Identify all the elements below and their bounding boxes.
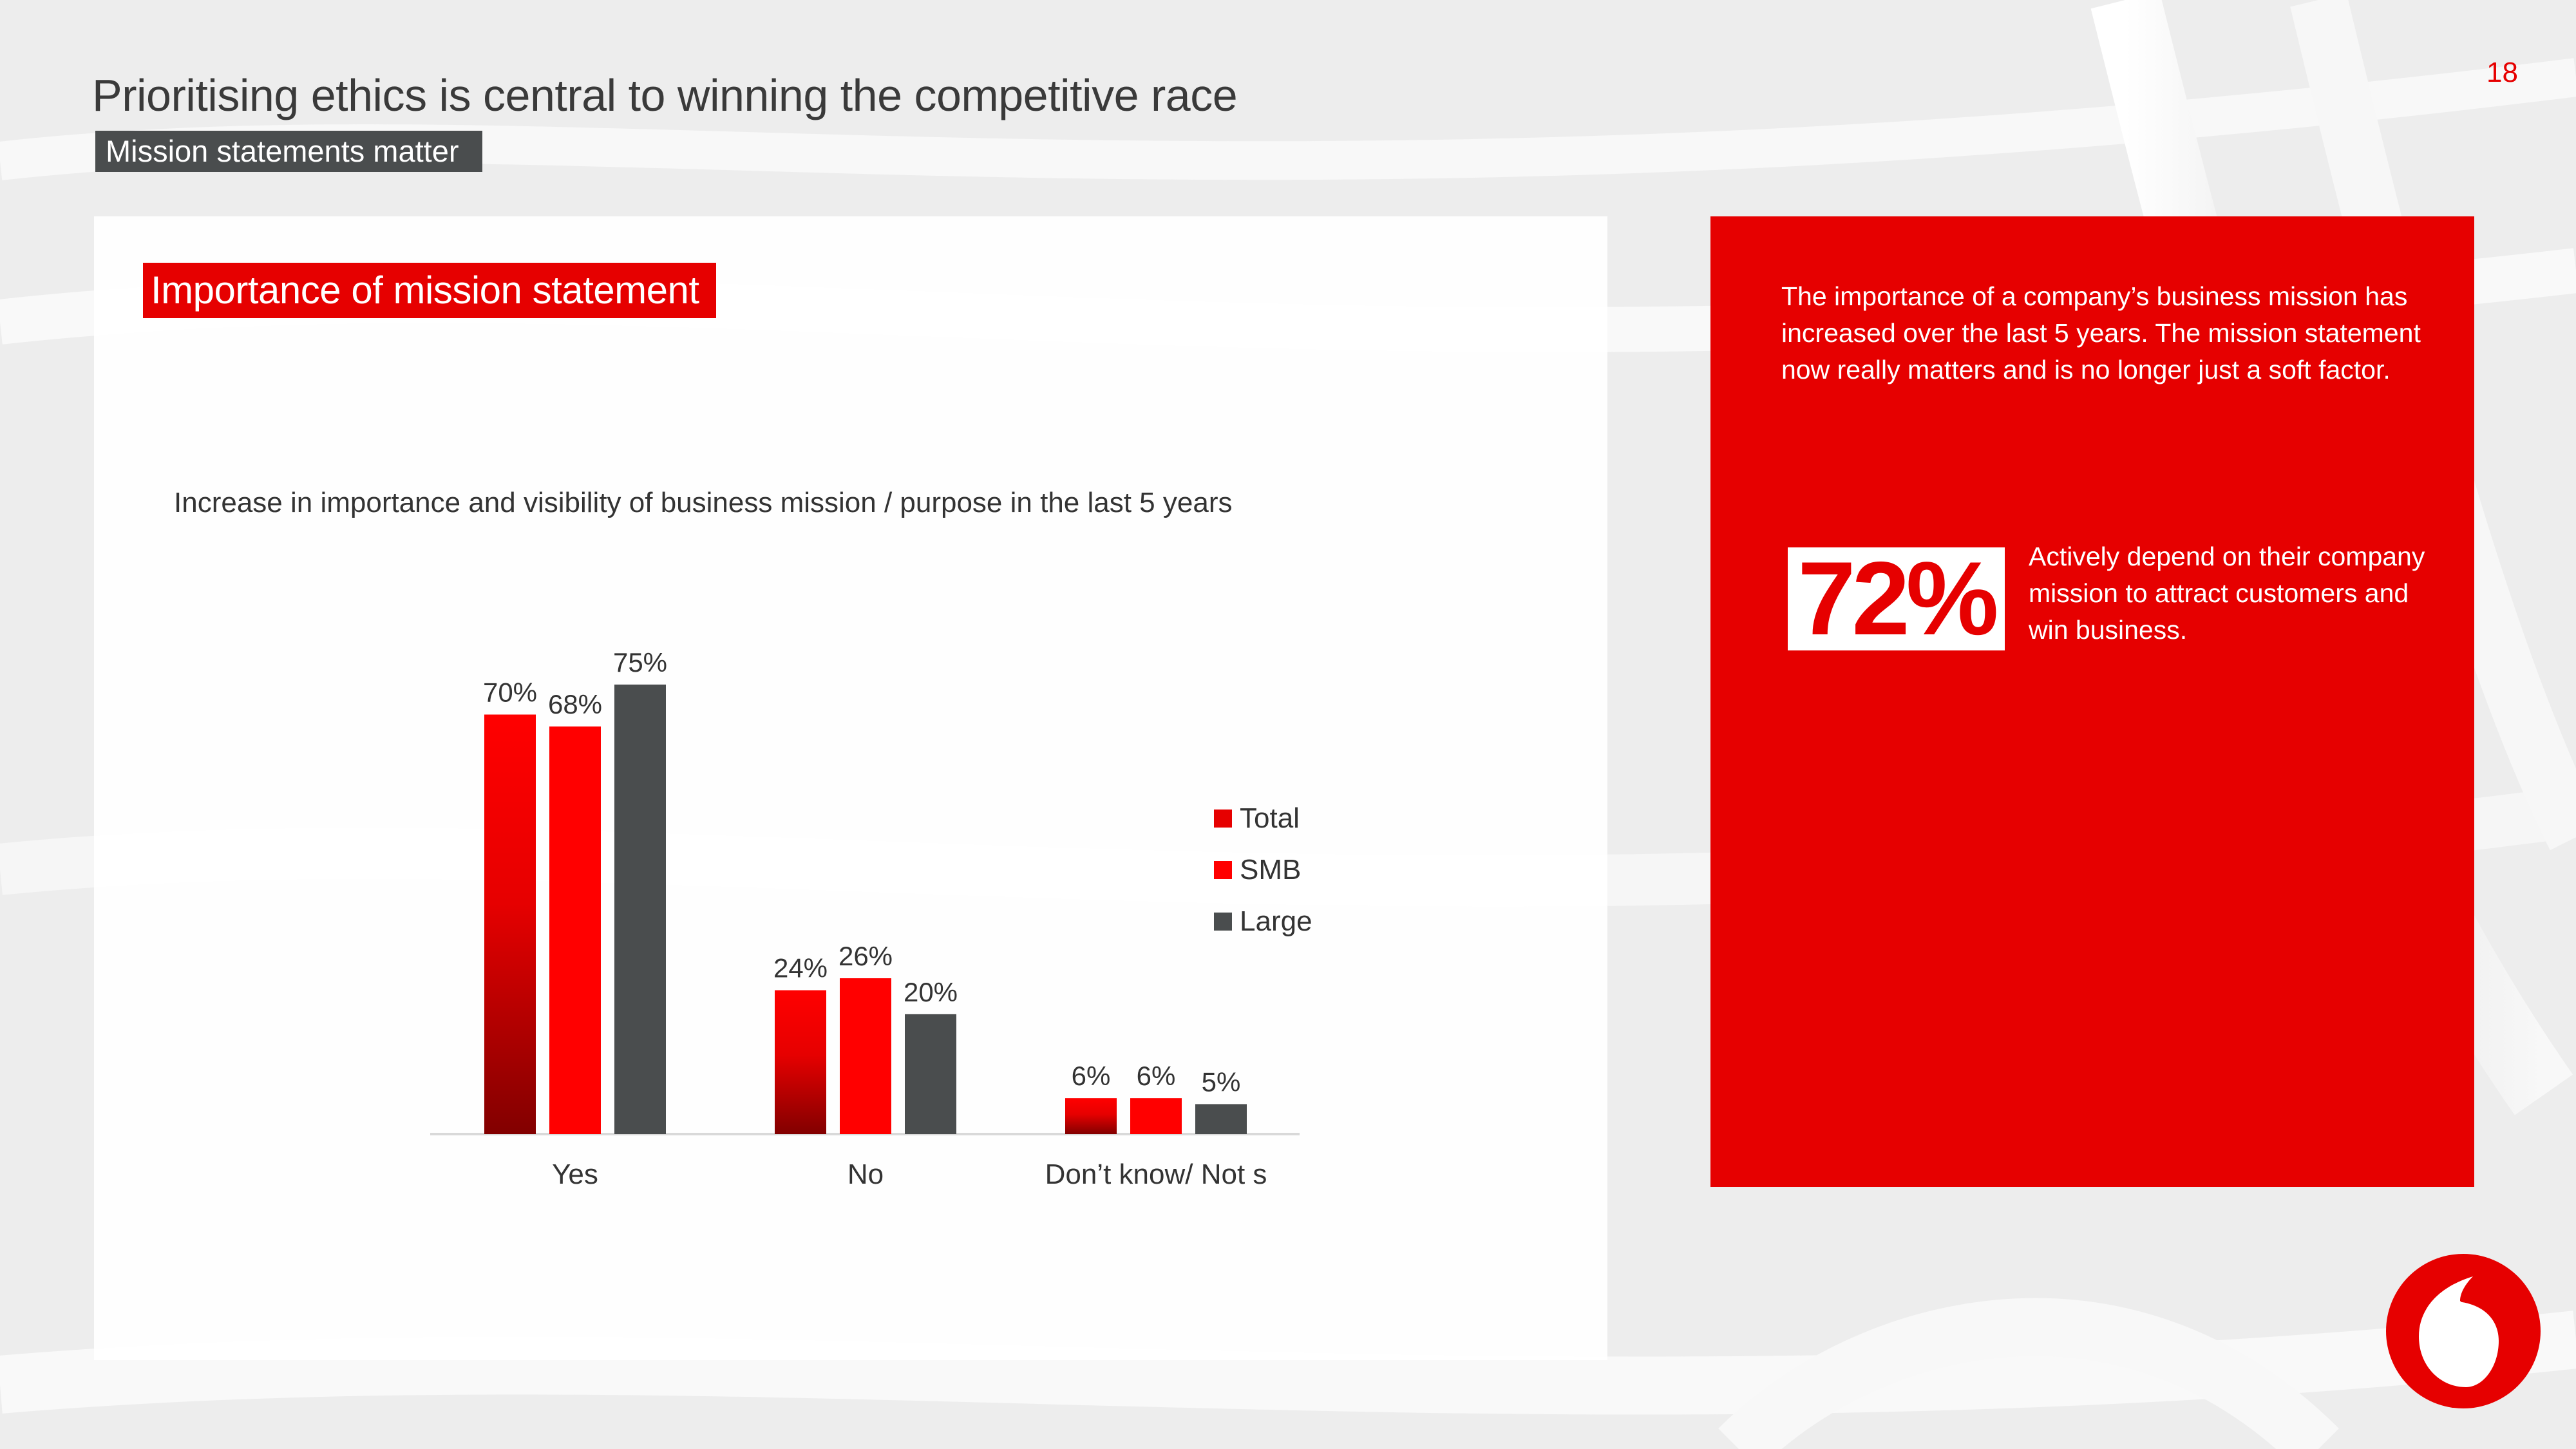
x-tick-label: Yes [552, 1159, 598, 1190]
data-label: 6% [1137, 1061, 1176, 1091]
legend-label: Total [1240, 802, 1300, 834]
bar-smb-1 [549, 726, 601, 1134]
data-label: 68% [548, 689, 602, 719]
stat-value: 72% [1788, 547, 2005, 651]
x-tick-label: No [848, 1159, 884, 1190]
insight-text: The importance of a company’s business m… [1781, 281, 2421, 384]
data-label: 70% [483, 677, 537, 708]
data-label: 20% [904, 977, 958, 1007]
legend-label: Large [1240, 905, 1312, 937]
chart-panel [94, 216, 1607, 1360]
slide-title: Prioritising ethics is central to winnin… [92, 70, 1238, 120]
bar-total-2 [775, 990, 826, 1134]
chart-question: Increase in importance and visibility of… [174, 487, 1233, 518]
bar-large-2 [905, 1014, 956, 1134]
section-tag: Mission statements matter [95, 131, 482, 172]
bar-total-3 [1065, 1098, 1117, 1134]
bar-large-3 [1195, 1104, 1247, 1134]
data-label: 6% [1072, 1061, 1111, 1091]
bar-smb-2 [840, 978, 891, 1134]
data-label: 24% [773, 953, 828, 983]
page-number: 18 [2486, 57, 2518, 88]
legend-swatch-large [1214, 913, 1232, 931]
data-label: 5% [1202, 1066, 1241, 1097]
chart-heading: Importance of mission statement [143, 263, 716, 318]
data-label: 26% [838, 941, 893, 971]
insight-panel [1710, 216, 2474, 1187]
stat-description: Actively depend on their company mission… [2029, 542, 2425, 645]
bar-smb-3 [1130, 1098, 1182, 1134]
legend-swatch-smb [1214, 861, 1232, 879]
legend-label: SMB [1240, 854, 1301, 886]
bar-large-1 [614, 685, 666, 1134]
x-tick-label: Don’t know/ Not s [1045, 1159, 1267, 1190]
data-label: 75% [613, 647, 667, 677]
bar-total-1 [484, 714, 536, 1134]
vodafone-logo-icon [2386, 1254, 2541, 1408]
legend-swatch-total [1214, 810, 1232, 828]
